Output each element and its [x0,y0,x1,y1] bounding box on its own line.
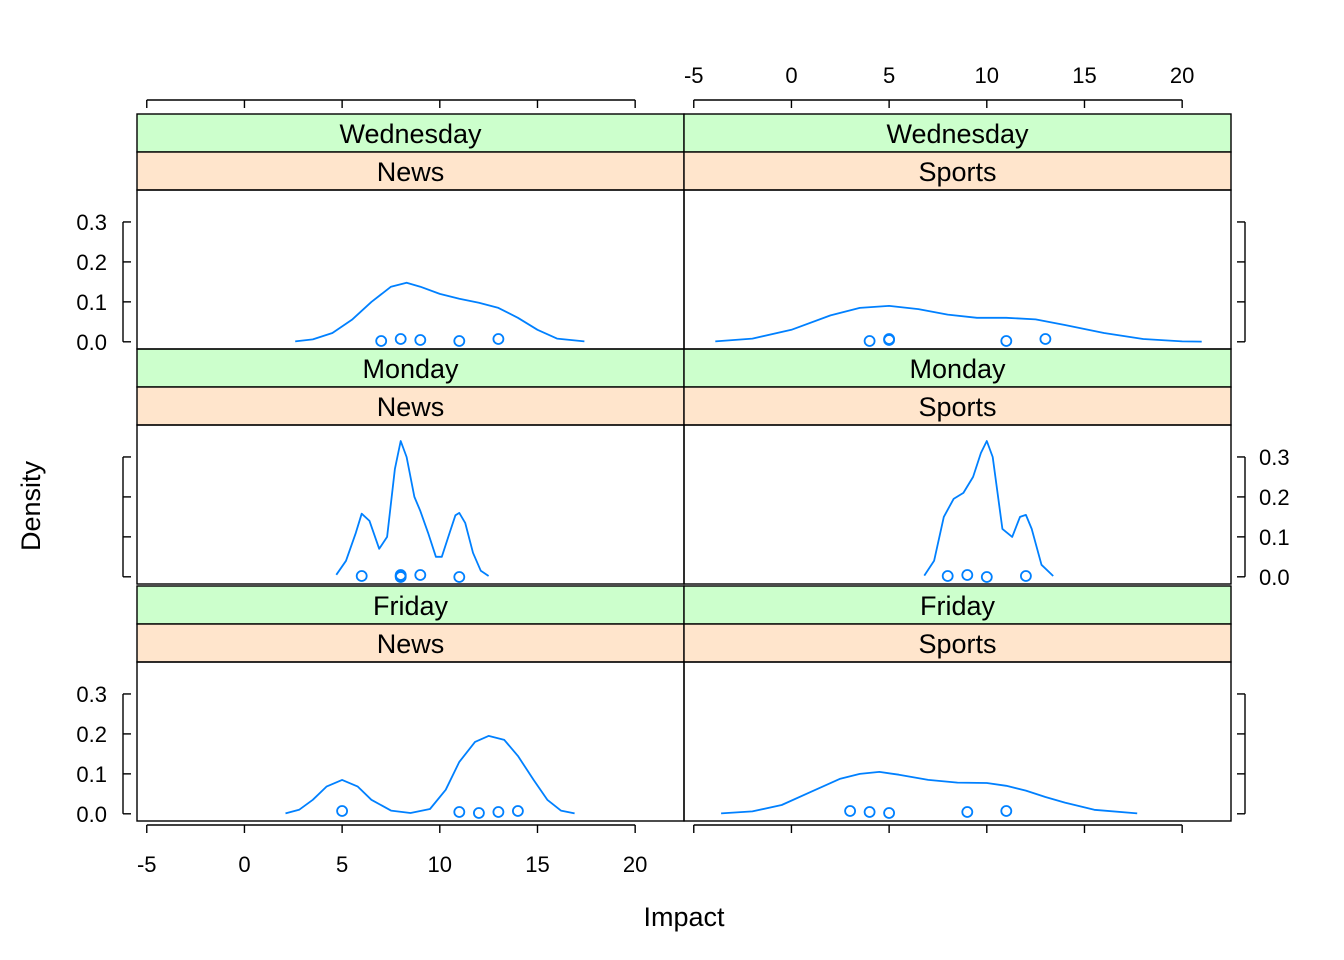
density-curve-friday-news [285,735,575,815]
data-point [492,806,505,818]
panel-frame [136,424,685,585]
x-tick-label-bottom: 0 [238,852,250,877]
data-point [1039,333,1052,345]
density-curve-wednesday-news [295,281,585,343]
data-point [355,570,368,582]
strip-bg-news-0 [136,151,685,191]
data-point [980,571,993,583]
density-curve-monday-news [335,440,490,577]
y-tick-label-left: 0.1 [76,762,107,787]
data-point [844,805,856,817]
y-tick-label-left: 0.0 [76,330,107,355]
strip-bg-sports-5 [683,623,1232,663]
y-tick-label-left: 0.3 [76,682,107,707]
data-point [472,807,485,819]
data-point [394,570,407,582]
data-point [453,806,466,818]
y-tick-label-left: 0.2 [76,250,107,275]
data-point [453,571,466,583]
strip-label-monday: Monday [362,354,459,384]
x-tick-label-top: 10 [975,63,999,88]
data-point [883,807,895,819]
strip-label-news: News [377,392,445,422]
strip-bg-monday-3 [683,348,1232,388]
data-point [941,570,954,582]
strip-label-wednesday: Wednesday [339,119,482,149]
strip-label-news: News [377,629,445,659]
x-tick-label-top: 20 [1170,63,1194,88]
y-tick-label-left: 0.3 [76,210,107,235]
data-point [961,569,974,581]
y-tick-label-left: 0.2 [76,722,107,747]
density-curve-wednesday-sports [715,304,1202,343]
strip-label-wednesday: Wednesday [886,119,1029,149]
panel-frame [136,189,685,350]
y-tick-label-right: 0.0 [1259,565,1290,590]
x-tick-label-bottom: 10 [428,852,452,877]
density-curve-friday-sports [721,771,1138,815]
panel-frame [683,424,1232,585]
strip-label-friday: Friday [920,591,996,621]
data-point [863,335,876,347]
y-tick-label-right: 0.3 [1259,445,1290,470]
strip-label-sports: Sports [918,629,996,659]
data-point [863,806,876,818]
y-tick-label-left: 0.1 [76,290,107,315]
data-point [512,805,524,817]
data-point [414,569,427,581]
strip-bg-wednesday-0 [136,113,685,153]
data-point [1020,570,1032,582]
strip-label-sports: Sports [918,157,996,187]
data-point [1000,335,1013,347]
x-tick-label-top: 0 [785,63,797,88]
data-layer [285,281,1202,819]
data-point [414,334,427,346]
data-point [375,335,388,347]
x-tick-label-top: -5 [684,63,704,88]
density-curve-monday-sports [923,440,1054,577]
x-tick-label-bottom: 15 [525,852,549,877]
strip-label-sports: Sports [918,392,996,422]
strip-bg-sports-3 [683,386,1232,426]
panel-frame [683,661,1232,822]
data-point [492,333,505,345]
strip-label-news: News [377,157,445,187]
strip-bg-wednesday-1 [683,113,1232,153]
y-tick-label-right: 0.2 [1259,485,1290,510]
data-point [453,335,466,347]
panel-frame [683,189,1232,350]
data-point [336,805,349,817]
y-tick-label-left: 0.0 [76,802,107,827]
data-point [961,806,974,818]
strip-label-monday: Monday [909,354,1006,384]
x-tick-label-bottom: 5 [336,852,348,877]
data-point [883,334,895,346]
x-tick-label-top: 15 [1072,63,1096,88]
strip-bg-friday-5 [683,585,1232,625]
frame-layer [136,189,1232,822]
x-tick-label-bottom: 20 [623,852,647,877]
x-axis-title: Impact [643,902,725,932]
axes-layer: -5 0 5 10 15 20 -5 0 5 10 15 20 0.0 0.1 0.2 0.3 0.0 0.1 0.… [76,63,1289,877]
y-axis-title: Density [16,460,46,551]
data-point [394,333,407,345]
y-tick-label-right: 0.1 [1259,525,1290,550]
strip-bg-friday-4 [136,585,685,625]
strip-layer: Wednesday News Wednesday Sports Monday News Mo… [136,113,1232,663]
x-tick-label-top: 5 [883,63,895,88]
panel-frame [136,661,685,822]
strip-label-friday: Friday [373,591,449,621]
x-tick-label-bottom: -5 [137,852,157,877]
data-point [1000,805,1013,817]
